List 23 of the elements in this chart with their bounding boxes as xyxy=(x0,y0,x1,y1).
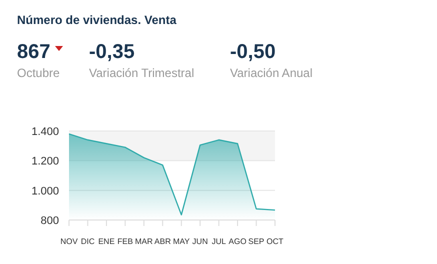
chart-title: Número de viviendas. Venta xyxy=(17,13,177,27)
x-tick-label: ENE xyxy=(98,237,115,246)
text: Octubre xyxy=(17,66,60,80)
text: -0,50 xyxy=(230,41,276,63)
y-tick-label: 1.200 xyxy=(31,156,59,168)
x-tick-label: ABR xyxy=(154,237,172,246)
y-tick-label: 1.000 xyxy=(31,185,59,198)
x-tick-label: MAR xyxy=(135,237,154,246)
x-tick-label: JUN xyxy=(192,237,208,246)
x-tick-label: NOV xyxy=(60,237,78,246)
x-tick-label: SEP xyxy=(248,237,264,246)
text: Variación Anual xyxy=(230,66,312,80)
x-tick-label: OCT xyxy=(266,237,284,246)
text: Variación Trimestral xyxy=(89,66,194,80)
text: -0,35 xyxy=(89,41,135,63)
x-tick-label: MAY xyxy=(172,237,190,246)
y-tick-label: 1.400 xyxy=(31,126,59,138)
text: 867 xyxy=(17,41,50,63)
y-tick-label: 800 xyxy=(40,215,59,227)
x-tick-label: AGO xyxy=(228,237,246,246)
x-tick-label: JUL xyxy=(212,237,226,246)
x-tick-label: DIC xyxy=(80,237,95,246)
x-tick-label: FEB xyxy=(117,237,133,246)
